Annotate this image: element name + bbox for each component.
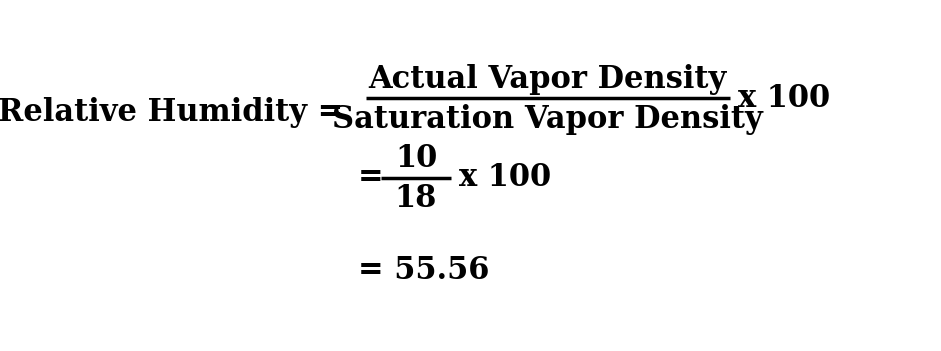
Text: Saturation Vapor Density: Saturation Vapor Density — [332, 104, 763, 135]
Text: =: = — [358, 162, 394, 193]
Text: 10: 10 — [395, 143, 438, 174]
Text: x 100: x 100 — [458, 162, 550, 193]
Text: x 100: x 100 — [738, 83, 830, 114]
Text: Relative Humidity =: Relative Humidity = — [0, 97, 354, 128]
Text: 18: 18 — [395, 183, 438, 214]
Text: Actual Vapor Density: Actual Vapor Density — [369, 64, 726, 95]
Text: = 55.56: = 55.56 — [358, 254, 489, 286]
